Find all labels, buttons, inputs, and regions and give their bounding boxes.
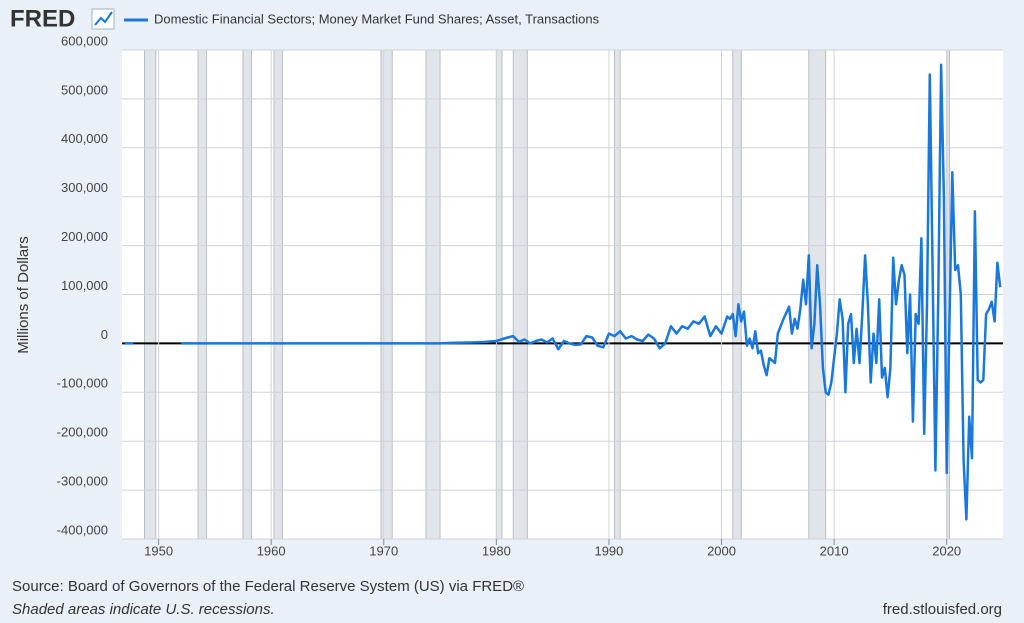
source-url: fred.stlouisfed.org [883,601,1002,618]
y-tick-label: 400,000 [61,131,108,146]
legend-label: Domestic Financial Sectors; Money Market… [154,11,600,26]
x-tick-label: 2010 [820,543,849,558]
y-tick-label: -400,000 [57,522,108,537]
y-tick-label: 300,000 [61,180,108,195]
y-tick-label: 600,000 [61,33,108,48]
y-tick-label: 0 [101,327,108,342]
x-tick-label: 2020 [932,543,961,558]
data-line [124,63,1002,521]
x-tick-label: 1990 [594,543,623,558]
recession-note: Shaded areas indicate U.S. recessions. [12,601,275,618]
y-tick-label: 500,000 [61,82,108,97]
x-tick-label: 2000 [707,543,736,558]
x-tick-label: 1950 [144,543,173,558]
brand-icon [91,8,115,30]
brand: FRED [10,5,75,32]
x-tick-label: 1980 [482,543,511,558]
x-tick-label: 1960 [257,543,286,558]
source: Source: Board of Governors of the Federa… [12,578,524,595]
x-tick-label: 1970 [369,543,398,558]
y-axis-label: Millions of Dollars [15,236,32,354]
y-tick-label: 200,000 [61,229,108,244]
y-tick-label: 100,000 [61,278,108,293]
y-tick-label: -200,000 [57,425,108,440]
y-tick-label: -300,000 [57,474,108,489]
y-tick-label: -100,000 [57,376,108,391]
